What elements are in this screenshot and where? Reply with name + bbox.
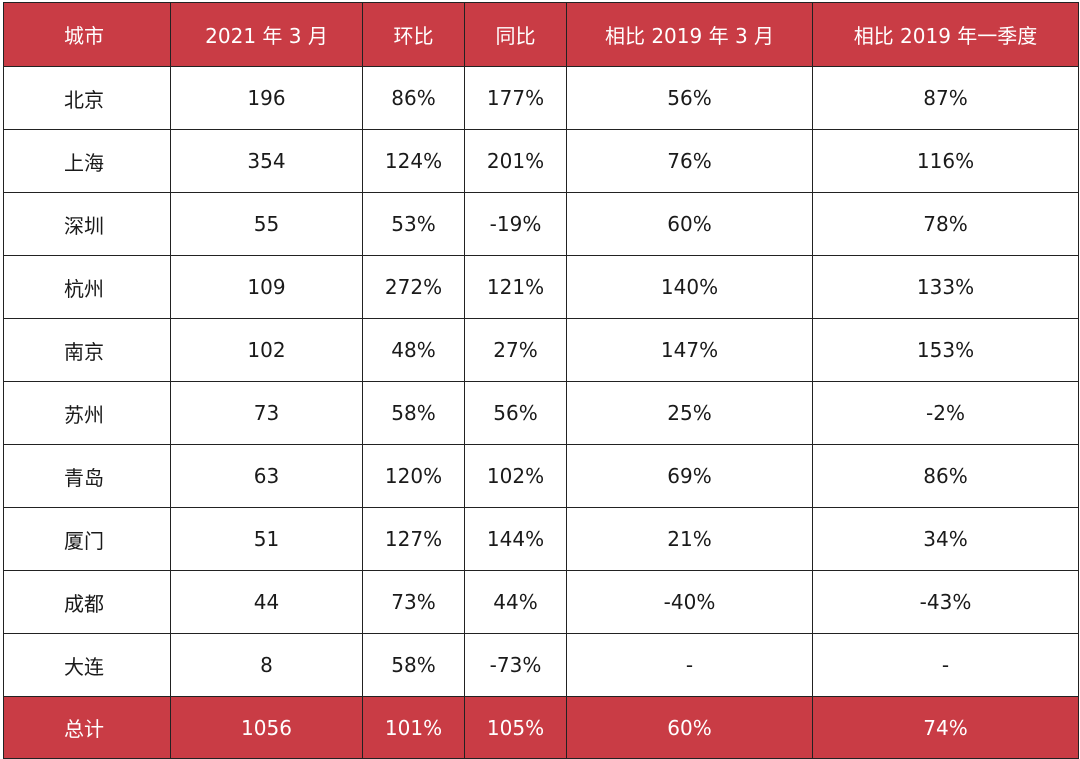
header-vs-2019-march: 相比 2019 年 3 月 [566,2,813,67]
cell-vs-2019-march: 140% [566,255,813,319]
cell-yoy: 201% [464,129,567,193]
header-2021-march: 2021 年 3 月 [170,2,363,67]
cell-vs-2019-q1: - [812,633,1079,697]
cell-vs-2019-march: 25% [566,381,813,445]
cell-vs-2019-march: 69% [566,444,813,508]
cell-mom: 272% [362,255,465,319]
cell-vs-2019-q1: 78% [812,192,1079,256]
cell-value: 109 [170,255,363,319]
cell-city: 成都 [3,570,171,634]
table-row: 成都 44 73% 44% -40% -43% [3,570,1079,634]
cell-vs-2019-march: 21% [566,507,813,571]
table-row: 大连 8 58% -73% - - [3,633,1079,697]
total-yoy: 105% [464,696,567,759]
cell-value: 55 [170,192,363,256]
cell-value: 73 [170,381,363,445]
cell-city: 上海 [3,129,171,193]
table-row: 苏州 73 58% 56% 25% -2% [3,381,1079,445]
total-label: 总计 [3,696,171,759]
cell-vs-2019-q1: 153% [812,318,1079,382]
cell-city: 厦门 [3,507,171,571]
cell-mom: 124% [362,129,465,193]
cell-value: 63 [170,444,363,508]
cell-mom: 53% [362,192,465,256]
cell-yoy: 102% [464,444,567,508]
total-vs-2019-march: 60% [566,696,813,759]
cell-value: 354 [170,129,363,193]
cell-vs-2019-march: 56% [566,66,813,130]
cell-value: 51 [170,507,363,571]
cell-mom: 120% [362,444,465,508]
cell-mom: 127% [362,507,465,571]
cell-yoy: 144% [464,507,567,571]
total-vs-2019-q1: 74% [812,696,1079,759]
cell-city: 杭州 [3,255,171,319]
table-row: 南京 102 48% 27% 147% 153% [3,318,1079,382]
cell-vs-2019-q1: 34% [812,507,1079,571]
header-city: 城市 [3,2,171,67]
cell-vs-2019-q1: 133% [812,255,1079,319]
cell-value: 44 [170,570,363,634]
cell-value: 102 [170,318,363,382]
cell-vs-2019-q1: 87% [812,66,1079,130]
table-row: 北京 196 86% 177% 56% 87% [3,66,1079,130]
cell-vs-2019-q1: -2% [812,381,1079,445]
data-table: 城市 2021 年 3 月 环比 同比 相比 2019 年 3 月 相比 201… [3,2,1079,759]
cell-mom: 86% [362,66,465,130]
cell-vs-2019-march: 147% [566,318,813,382]
cell-vs-2019-q1: 116% [812,129,1079,193]
cell-city: 深圳 [3,192,171,256]
table-row: 深圳 55 53% -19% 60% 78% [3,192,1079,256]
cell-city: 大连 [3,633,171,697]
cell-vs-2019-q1: -43% [812,570,1079,634]
table-row: 上海 354 124% 201% 76% 116% [3,129,1079,193]
total-value: 1056 [170,696,363,759]
total-mom: 101% [362,696,465,759]
cell-mom: 58% [362,633,465,697]
cell-yoy: 44% [464,570,567,634]
cell-value: 8 [170,633,363,697]
cell-vs-2019-march: 60% [566,192,813,256]
cell-mom: 48% [362,318,465,382]
cell-vs-2019-march: -40% [566,570,813,634]
cell-city: 苏州 [3,381,171,445]
cell-yoy: 27% [464,318,567,382]
cell-value: 196 [170,66,363,130]
cell-yoy: -73% [464,633,567,697]
table-row: 厦门 51 127% 144% 21% 34% [3,507,1079,571]
cell-mom: 58% [362,381,465,445]
cell-vs-2019-march: 76% [566,129,813,193]
table-header-row: 城市 2021 年 3 月 环比 同比 相比 2019 年 3 月 相比 201… [3,2,1079,67]
header-yoy: 同比 [464,2,567,67]
header-mom: 环比 [362,2,465,67]
cell-city: 南京 [3,318,171,382]
cell-mom: 73% [362,570,465,634]
cell-city: 北京 [3,66,171,130]
table-row: 青岛 63 120% 102% 69% 86% [3,444,1079,508]
cell-city: 青岛 [3,444,171,508]
header-vs-2019-q1: 相比 2019 年一季度 [812,2,1079,67]
table-total-row: 总计 1056 101% 105% 60% 74% [3,696,1079,759]
cell-yoy: 56% [464,381,567,445]
table-row: 杭州 109 272% 121% 140% 133% [3,255,1079,319]
cell-vs-2019-q1: 86% [812,444,1079,508]
cell-yoy: -19% [464,192,567,256]
cell-vs-2019-march: - [566,633,813,697]
cell-yoy: 177% [464,66,567,130]
cell-yoy: 121% [464,255,567,319]
